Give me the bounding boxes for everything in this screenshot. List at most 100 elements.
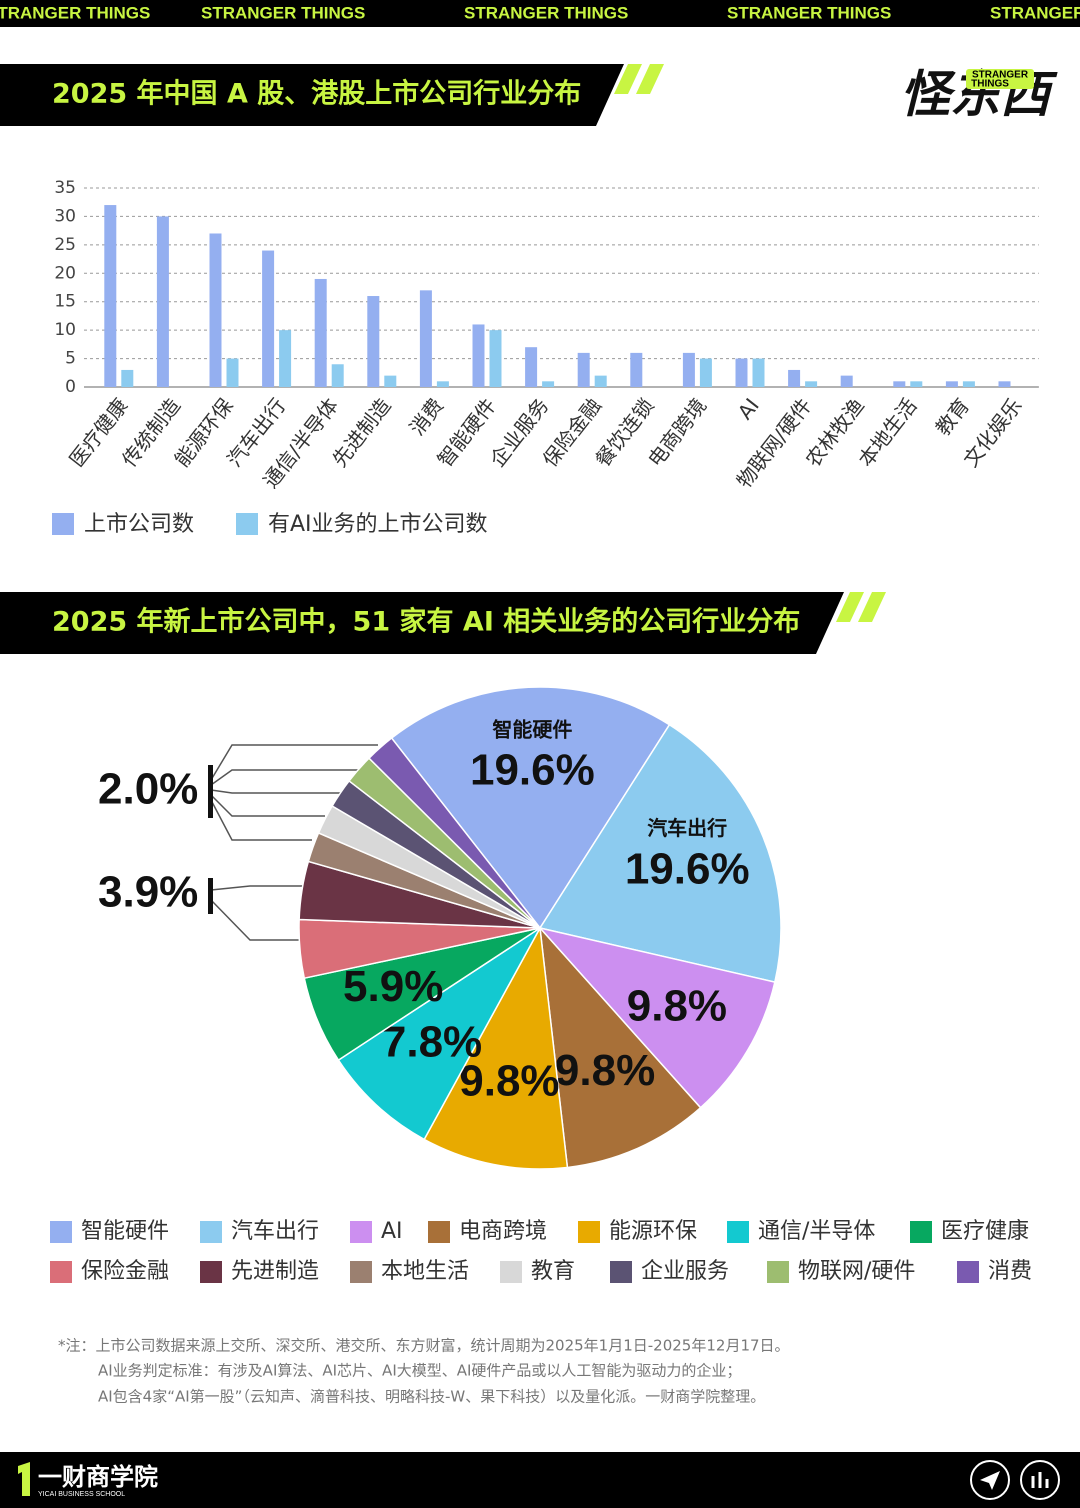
- y-tick-label: 30: [54, 206, 76, 226]
- legend-swatch: [767, 1261, 789, 1283]
- legend-swatch: [200, 1221, 222, 1243]
- pie-slice: [337, 927, 541, 1141]
- footer-logo: [18, 1462, 30, 1496]
- bar: [542, 381, 555, 387]
- legend-swatch: [50, 1221, 72, 1243]
- bar: [945, 381, 958, 387]
- title-bar: [0, 592, 844, 654]
- banner-text: STRANGER THINGS: [201, 3, 365, 22]
- slice-label: 19.6%: [470, 746, 595, 795]
- bar: [121, 369, 134, 387]
- pie-slice: [423, 925, 569, 1170]
- share-button[interactable]: [970, 1460, 1010, 1500]
- bar: [962, 381, 975, 387]
- y-tick-label: 35: [54, 178, 76, 198]
- logo-tag-bg: [966, 69, 1034, 89]
- bar: [594, 375, 607, 387]
- title-bar: [0, 64, 624, 126]
- bar: [805, 381, 818, 387]
- note: AI包含4家“AI第一股”（云知声、滴普科技、明略科技-W、果下科技）以及量化派…: [98, 1388, 765, 1406]
- bar: [314, 278, 327, 387]
- pie-slice: [367, 737, 541, 929]
- legend-label: 通信/半导体: [758, 1219, 875, 1244]
- legend-label: 医疗健康: [941, 1219, 1029, 1244]
- slash: [614, 64, 642, 94]
- bar: [630, 352, 643, 387]
- banner-text: STRANGER THINGS: [727, 3, 891, 22]
- bar: [279, 330, 292, 387]
- bar: [384, 375, 397, 387]
- slash: [636, 64, 664, 94]
- bar: [577, 352, 590, 387]
- footer-name: 一财商学院: [38, 1463, 158, 1491]
- slice-label: 9.8%: [627, 982, 727, 1031]
- pie-slice: [538, 925, 702, 1169]
- stats-button[interactable]: [1020, 1460, 1060, 1500]
- y-tick-label: 10: [54, 320, 76, 340]
- bar: [699, 358, 712, 387]
- legend-label: 电商跨境: [459, 1219, 547, 1244]
- legend-swatch: [350, 1261, 372, 1283]
- pie-slice: [390, 686, 671, 930]
- legend-label: 本地生活: [381, 1259, 469, 1284]
- legend-label: 上市公司数: [84, 512, 194, 537]
- slice-name: 智能硬件: [492, 718, 572, 742]
- callout-label: 3.9%: [98, 868, 198, 917]
- callout-label: 2.0%: [98, 765, 198, 814]
- bar: [331, 364, 344, 387]
- footer-tag: YICAI BUSINESS SCHOOL: [38, 1491, 125, 1498]
- y-tick-label: 15: [54, 292, 76, 312]
- legend-label: 保险金融: [81, 1259, 169, 1284]
- bar: [682, 352, 695, 387]
- logo-tag: THINGS: [971, 79, 1009, 90]
- logo-tag: STRANGER: [972, 70, 1029, 81]
- slice-label: 7.8%: [382, 1017, 482, 1066]
- slash: [858, 592, 886, 622]
- bar: [472, 324, 485, 387]
- bar: [840, 375, 853, 387]
- bar: [788, 369, 801, 387]
- legend-label: 消费: [988, 1259, 1032, 1284]
- slice-label: 9.8%: [459, 1057, 559, 1106]
- slice-name: 汽车出行: [647, 816, 727, 840]
- y-tick-label: 0: [65, 377, 76, 397]
- chart-title: 2025 年新上市公司中，51 家有 AI 相关业务的公司行业分布: [52, 606, 800, 638]
- legend-label: 物联网/硬件: [798, 1259, 915, 1284]
- legend-label: 教育: [531, 1259, 575, 1284]
- slice-label: 19.6%: [625, 844, 750, 893]
- bar: [910, 381, 923, 387]
- bar: [489, 330, 502, 387]
- pie-slice: [537, 926, 776, 1109]
- legend-label: 有AI业务的上市公司数: [268, 512, 488, 537]
- legend-swatch: [350, 1221, 372, 1243]
- note: AI业务判定标准：有涉及AI算法、AI芯片、AI大模型、AI硬件产品或以人工智能…: [98, 1362, 741, 1380]
- callout-bracket: [208, 878, 213, 914]
- callout-bracket: [208, 765, 213, 818]
- legend-label: 汽车出行: [231, 1219, 319, 1244]
- bar: [156, 216, 169, 387]
- legend-swatch: [727, 1221, 749, 1243]
- legend-label: AI: [381, 1219, 403, 1244]
- legend-swatch: [500, 1261, 522, 1283]
- bar: [525, 347, 538, 387]
- share-icon: [980, 1471, 1000, 1490]
- pie-slice: [538, 723, 782, 984]
- bar: [998, 381, 1011, 387]
- legend-swatch: [610, 1261, 632, 1283]
- legend-label: 企业服务: [641, 1259, 729, 1284]
- stats-icon: [1031, 1472, 1049, 1488]
- banner-text: STRANGER THINGS: [0, 3, 150, 22]
- slash: [836, 592, 864, 622]
- legend-label: 智能硬件: [81, 1219, 169, 1244]
- bar: [735, 358, 748, 387]
- y-tick-label: 25: [54, 235, 76, 255]
- legend-swatch: [200, 1261, 222, 1283]
- bar: [893, 381, 906, 387]
- legend-label: 能源环保: [609, 1219, 697, 1244]
- legend-swatch: [236, 513, 258, 535]
- legend-swatch: [52, 513, 74, 535]
- top-banner: [0, 0, 1080, 27]
- legend-swatch: [910, 1221, 932, 1243]
- y-tick-label: 20: [54, 263, 76, 283]
